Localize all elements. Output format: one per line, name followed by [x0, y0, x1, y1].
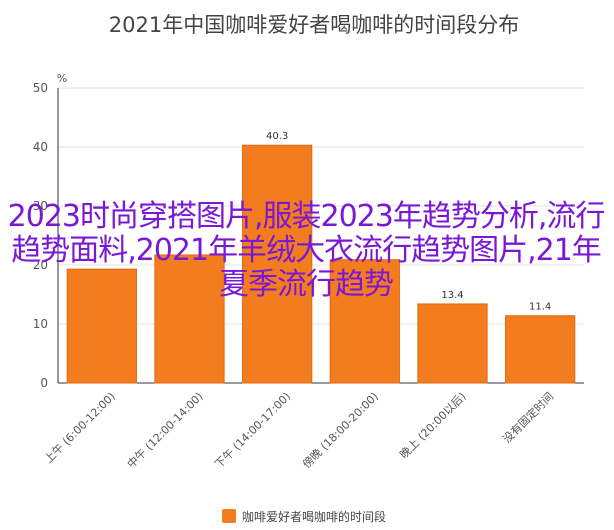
- y-tick-label: 30: [33, 199, 48, 213]
- y-tick-label: 50: [33, 81, 48, 95]
- x-axis-ticks: 上午 (6:00-12:00) 中午 (12:00-14:00) 下午 (14:00…: [42, 389, 556, 471]
- legend: 咖啡爱好者喝咖啡的时间段: [222, 509, 386, 524]
- bar: [66, 268, 137, 384]
- bar: [154, 254, 225, 384]
- data-label: 13.4: [441, 290, 463, 301]
- y-tick-label: 0: [40, 376, 48, 390]
- data-labels: 40.3 13.4 11.4: [266, 131, 551, 313]
- x-tick-label: 上午 (6:00-12:00): [42, 390, 118, 466]
- x-tick-label: 晚上 (20:00以后): [397, 390, 468, 461]
- y-axis-unit: %: [57, 72, 67, 85]
- legend-label: 咖啡爱好者喝咖啡的时间段: [242, 509, 386, 524]
- y-tick-label: 40: [33, 140, 48, 154]
- data-label: 11.4: [529, 302, 551, 313]
- x-tick-label: 没有固定时间: [500, 389, 557, 446]
- gridlines: [57, 87, 584, 384]
- y-tick-label: 20: [33, 258, 48, 272]
- y-tick-label: 10: [33, 317, 48, 331]
- bar: [505, 315, 576, 384]
- data-label: 40.3: [266, 131, 288, 142]
- legend-swatch: [222, 509, 236, 523]
- x-tick-label: 傍晚 (18:00-20:00): [299, 389, 381, 471]
- x-tick-label: 下午 (14:00-17:00): [212, 390, 293, 471]
- bar: [417, 303, 488, 384]
- x-tick-label: 中午 (12:00-14:00): [125, 390, 206, 471]
- bar: [329, 259, 400, 384]
- bar: [242, 144, 313, 384]
- y-axis-ticks: 0 10 20 30 40 50: [33, 81, 48, 390]
- bars: [66, 144, 576, 384]
- chart-title: 2021年中国咖啡爱好者喝咖啡的时间段分布: [109, 13, 519, 37]
